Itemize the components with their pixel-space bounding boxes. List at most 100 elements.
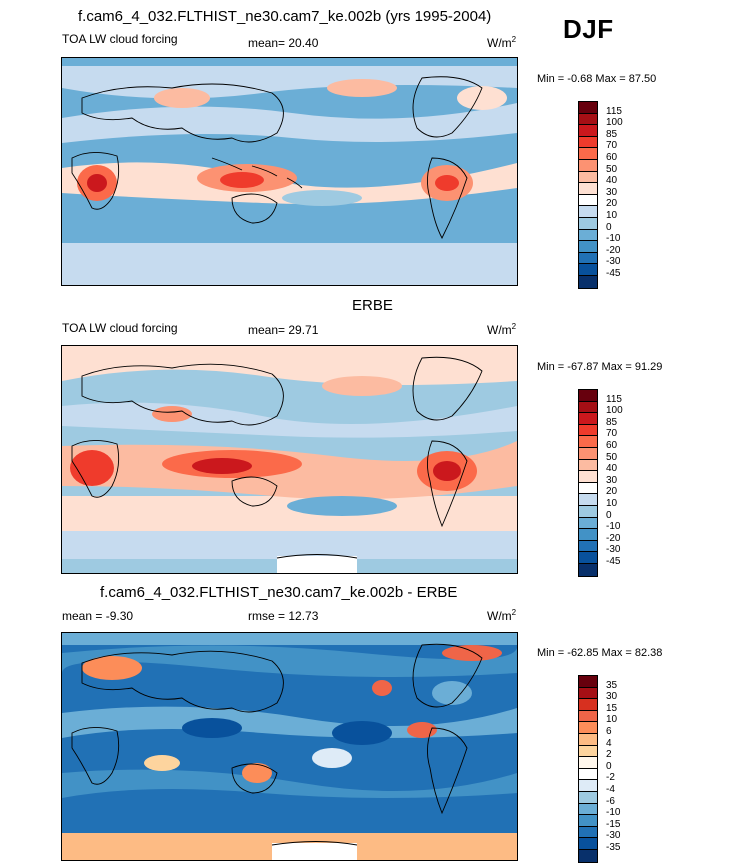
- colorbar-swatch: [579, 102, 597, 114]
- colorbar-swatch: [579, 540, 597, 553]
- colorbar-tick-label: 20: [606, 486, 618, 498]
- panel2-min-label: Min =: [537, 361, 565, 373]
- colorbar-tick-label: 0: [606, 509, 612, 521]
- colorbar-swatch: [579, 733, 597, 746]
- panel1-map-field: [62, 58, 517, 285]
- colorbar-tick-label: 10: [606, 210, 618, 221]
- colorbar-tick-label: 40: [606, 175, 618, 187]
- colorbar-swatch: [579, 552, 597, 564]
- panel3-title: f.cam6_4_032.FLTHIST_ne30.cam7_ke.002b -…: [100, 584, 458, 601]
- colorbar-tick-label: 0: [606, 221, 612, 233]
- colorbar-tick-label: 85: [606, 128, 618, 140]
- colorbar-swatch: [579, 252, 597, 265]
- colorbar-tick-label: 30: [606, 186, 618, 198]
- colorbar-swatch: [579, 229, 597, 242]
- panel2-colorbar: [578, 389, 598, 577]
- colorbar-swatch: [579, 194, 597, 207]
- colorbar-swatch: [579, 710, 597, 723]
- colorbar-tick-label: 10: [606, 714, 618, 726]
- panel2-mean: mean= 29.71: [248, 323, 318, 337]
- colorbar-tick-label: -4: [606, 784, 615, 795]
- panel1-min-label: Min =: [537, 73, 565, 85]
- colorbar-tick-label: -45: [606, 556, 621, 567]
- panel3-map: [61, 632, 518, 861]
- panel1-mean-label: mean=: [248, 36, 286, 50]
- colorbar-swatch: [579, 517, 597, 530]
- colorbar-tick-label: -30: [606, 830, 621, 842]
- colorbar-tick-label: 30: [606, 474, 618, 486]
- panel3-mean: mean = -9.30: [62, 609, 133, 623]
- panel1-min-value: -0.68: [567, 73, 593, 85]
- panel1-map: [61, 57, 518, 286]
- colorbar-tick-label: -30: [606, 256, 621, 268]
- colorbar-tick-label: -2: [606, 772, 615, 784]
- colorbar-tick-label: 40: [606, 463, 618, 475]
- panel3-max-value: 82.38: [634, 647, 663, 659]
- colorbar-tick-label: 15: [606, 702, 618, 714]
- colorbar-tick-label: -10: [606, 807, 621, 819]
- colorbar-swatch: [579, 791, 597, 804]
- panel3-units-sup: 2: [511, 608, 517, 617]
- colorbar-swatch: [579, 183, 597, 195]
- colorbar-tick-label: -6: [606, 795, 615, 807]
- colorbar-swatch: [579, 113, 597, 126]
- colorbar-tick-label: 6: [606, 726, 612, 737]
- panel3-mean-label: mean =: [62, 609, 103, 623]
- colorbar-swatch: [579, 148, 597, 160]
- colorbar-swatch: [579, 171, 597, 184]
- colorbar-swatch: [579, 424, 597, 437]
- colorbar-tick-label: 0: [606, 760, 612, 772]
- colorbar-swatch: [579, 413, 597, 425]
- colorbar-tick-label: -35: [606, 842, 621, 853]
- season-label: DJF: [563, 14, 614, 44]
- panel2-title: ERBE: [352, 297, 393, 314]
- colorbar-swatch: [579, 505, 597, 518]
- panel1-field-label: TOA LW cloud forcing: [62, 32, 178, 46]
- colorbar-swatch: [579, 159, 597, 172]
- panel1-units: W/m2: [487, 35, 516, 50]
- colorbar-swatch: [579, 676, 597, 688]
- colorbar-swatch: [579, 826, 597, 839]
- panel1-units-sup: 2: [511, 35, 517, 44]
- colorbar-swatch: [579, 722, 597, 734]
- colorbar-tick-label: -30: [606, 544, 621, 556]
- colorbar-tick-label: 60: [606, 440, 618, 451]
- panel2-units: W/m2: [487, 322, 516, 337]
- colorbar-swatch: [579, 390, 597, 402]
- colorbar-tick-label: 30: [606, 691, 618, 703]
- colorbar-swatch: [579, 217, 597, 230]
- colorbar-swatch: [579, 125, 597, 137]
- colorbar-swatch: [579, 849, 597, 862]
- panel1-title: f.cam6_4_032.FLTHIST_ne30.cam7_ke.002b (…: [78, 8, 492, 25]
- panel2-units-sup: 2: [511, 322, 517, 331]
- colorbar-swatch: [579, 838, 597, 850]
- colorbar-tick-label: 100: [606, 117, 623, 129]
- colorbar-swatch: [579, 757, 597, 769]
- colorbar-swatch: [579, 494, 597, 506]
- panel1-max-value: 87.50: [628, 73, 657, 85]
- panel1-colorbar: [578, 101, 598, 289]
- colorbar-swatch: [579, 471, 597, 483]
- colorbar-tick-label: 85: [606, 416, 618, 428]
- panel2-max-label: Max =: [601, 361, 632, 373]
- colorbar-swatch: [579, 780, 597, 792]
- colorbar-tick-label: 50: [606, 451, 618, 463]
- panel3-rmse: rmse = 12.73: [248, 609, 318, 623]
- panel3-min-value: -62.85: [567, 647, 599, 659]
- colorbar-tick-label: -10: [606, 521, 621, 533]
- colorbar-tick-label: 70: [606, 140, 618, 152]
- panel3-max-label: Max =: [601, 647, 632, 659]
- colorbar-swatch: [579, 275, 597, 288]
- colorbar-tick-label: 115: [606, 105, 622, 117]
- colorbar-tick-label: -10: [606, 233, 621, 245]
- panel3-units-text: W/m: [487, 609, 512, 623]
- colorbar-tick-label: 50: [606, 163, 618, 175]
- panel3-minmax: Min = -62.85 Max = 82.38: [537, 647, 662, 659]
- colorbar-swatch: [579, 264, 597, 276]
- colorbar-swatch: [579, 768, 597, 781]
- panel2-minmax: Min = -67.87 Max = 91.29: [537, 361, 662, 373]
- colorbar-tick-label: 115: [606, 393, 622, 405]
- panel2-min-value: -67.87: [567, 361, 599, 373]
- colorbar-tick-label: -20: [606, 532, 621, 544]
- colorbar-tick-label: 35: [606, 679, 618, 691]
